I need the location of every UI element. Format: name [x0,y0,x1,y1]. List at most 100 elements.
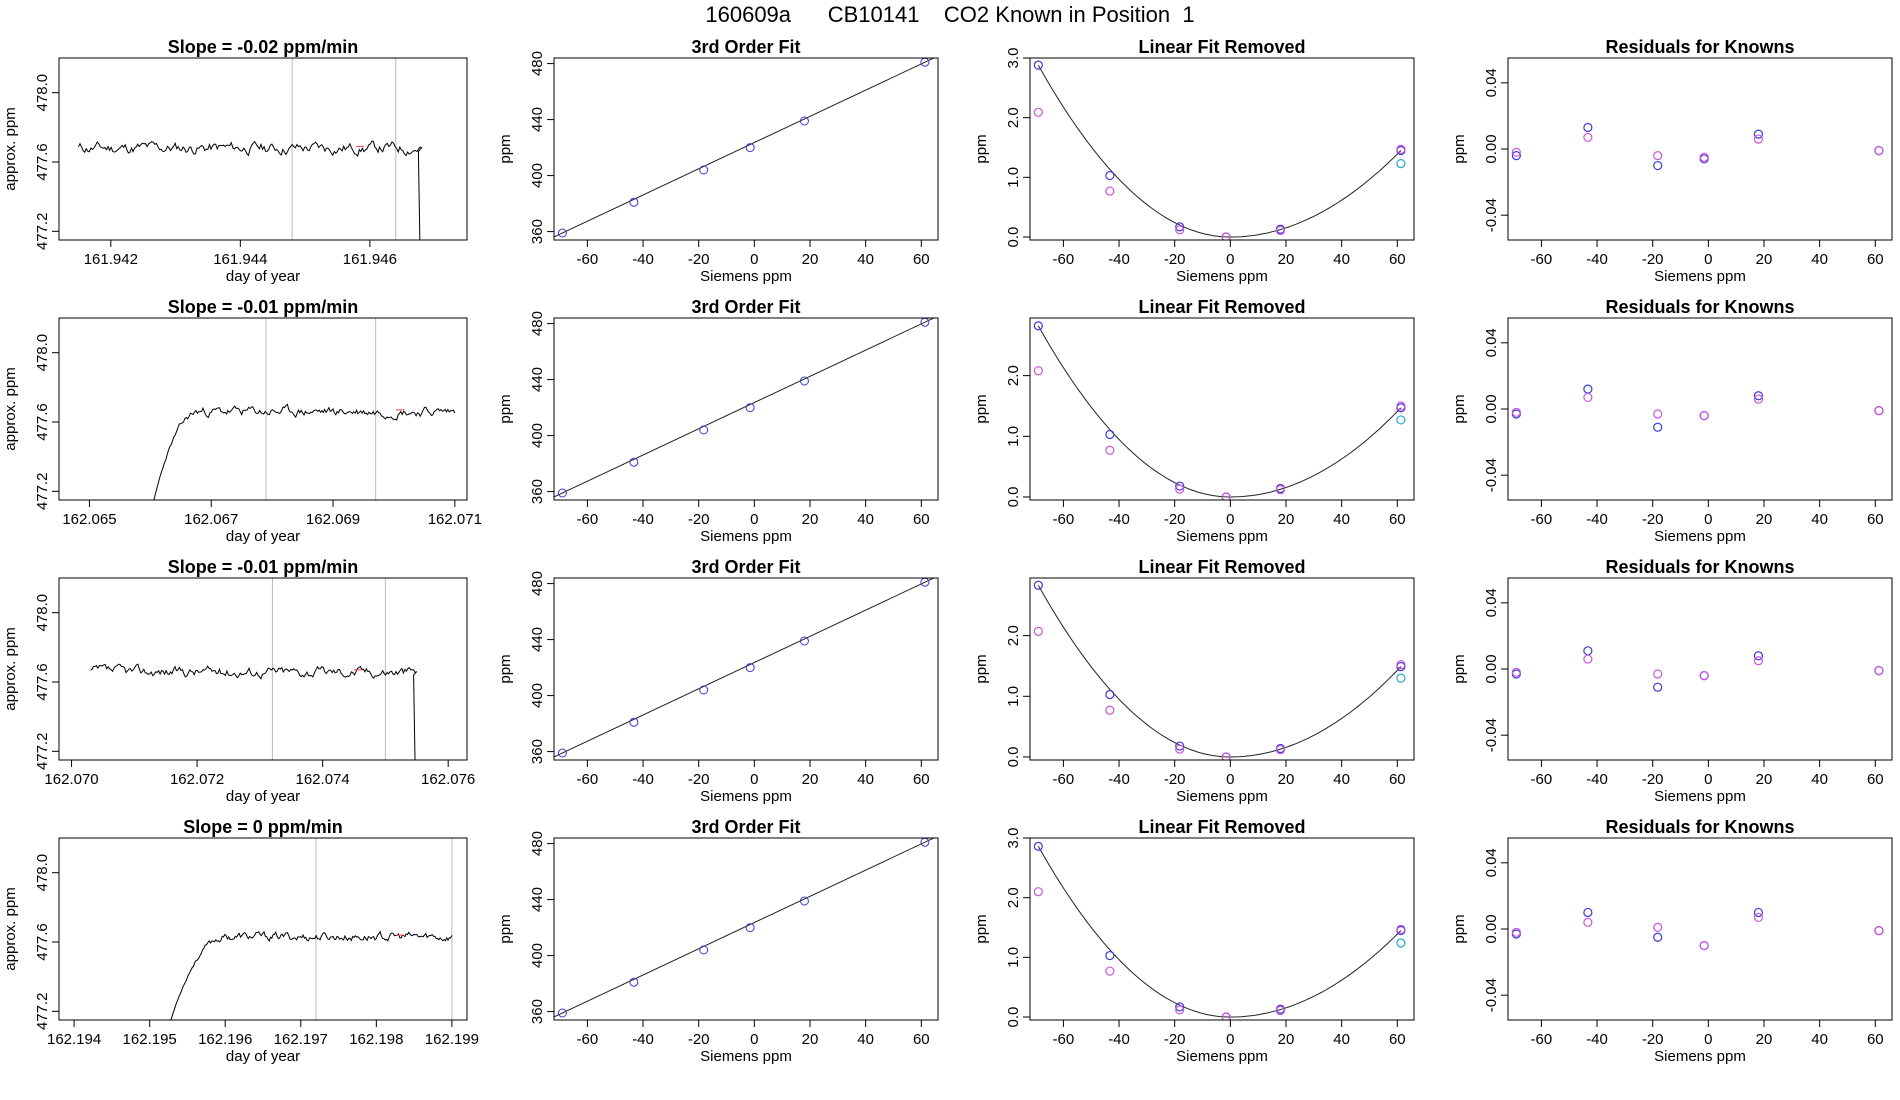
data-point [1583,654,1593,664]
panel-title: Linear Fit Removed [1138,557,1305,577]
y-tick-label: 0.0 [1005,227,1022,248]
panel-title: Slope = -0.01 ppm/min [168,297,359,317]
plot-area [1033,841,1406,1020]
main-title: 160609a CB10141 CO2 Known in Position 1 [0,2,1900,28]
data-point [1175,222,1185,232]
y-tick-label: 0.00 [1483,134,1500,163]
data-point [1396,938,1406,948]
panel-3-4: Residuals for Knowns -60 -40 -20 0 20 40 60 -0.0… [1451,557,1893,805]
x-tick-label: 162.067 [184,511,238,528]
x-tick-label: -40 [632,511,654,528]
data-point [1753,656,1764,666]
x-tick-label: 162.199 [425,1031,479,1048]
x-tick-label: -20 [1164,511,1186,528]
panel-title: 3rd Order Fit [691,297,800,317]
data-point [1699,940,1709,951]
data-point [1753,912,1764,923]
y-tick-label: 3.0 [1005,48,1022,69]
y-axis-label: approx. ppm [2,367,19,450]
x-tick-label: 20 [1278,771,1295,788]
x-tick-label: -40 [1108,771,1130,788]
x-tick-label: -20 [1642,251,1664,268]
x-tick-label: 162.072 [170,771,224,788]
data-point [745,143,755,153]
plot-frame [58,317,468,501]
y-tick-label: 440 [529,367,546,392]
plot-area [554,838,936,1018]
data-point [745,663,755,673]
data-point [1275,1005,1286,1016]
y-tick-label: 0.04 [1483,328,1500,357]
y-tick-label: 477.2 [34,733,51,771]
panel-title: Residuals for Knowns [1605,557,1794,577]
y-tick-label: 440 [529,887,546,912]
data-point [745,403,755,413]
data-point [1221,1012,1231,1020]
data-point [1511,147,1521,157]
data-point [1105,186,1115,196]
fit-curve [1037,64,1402,238]
y-tick-label: 0.00 [1483,654,1500,683]
data-point [1653,682,1663,692]
data-point [1033,321,1043,331]
panel-3-1: Slope = -0.01 ppm/min 162.070 162.072 162.0… [2,557,475,805]
x-axis-label: Siemens ppm [1654,268,1746,285]
x-tick-label: 162.070 [44,771,98,788]
panel-4-2: 3rd Order Fit -60 -40 -20 0 20 40 60 360 400 440 48… [497,817,939,1065]
fit-curve [1037,585,1402,758]
y-axis-label: approx. ppm [2,887,19,970]
y-tick-label: -0.04 [1483,458,1500,492]
data-point [1874,406,1884,416]
panel-4-1: Slope = 0 ppm/min 162.194 162.195 162.196 16… [2,817,479,1065]
x-tick-label: 60 [1389,771,1406,788]
x-tick-label: 0 [1226,1031,1234,1048]
y-tick-label: 0.0 [1005,747,1022,768]
y-tick-label: 477.6 [34,923,51,961]
panel-title: Residuals for Knowns [1605,817,1794,837]
data-point [1275,485,1286,495]
y-tick-label: 2.0 [1005,107,1022,128]
panel-1-2: 3rd Order Fit -60 -40 -20 0 20 40 60 360 400 440 48… [497,37,939,285]
data-trace [153,403,456,500]
y-axis-label: ppm [1451,914,1468,943]
data-point [1105,689,1115,700]
x-tick-label: 40 [857,1031,874,1048]
plot-frame [1029,837,1415,1021]
data-point [557,1008,567,1018]
data-point [1105,429,1115,440]
x-tick-label: 20 [802,511,819,528]
plot-area [1511,384,1884,432]
plot-area [554,318,936,498]
panel-title: Slope = 0 ppm/min [183,817,343,837]
data-point [1583,392,1593,403]
x-tick-label: 0 [750,511,758,528]
data-point [1105,966,1115,976]
x-tick-label: 60 [1867,511,1884,528]
x-tick-label: 40 [1811,1031,1828,1048]
panel-2-4: Residuals for Knowns -60 -40 -20 0 20 40 60 -0.0… [1451,297,1893,545]
plot-area [170,838,453,1020]
data-point [629,717,639,727]
data-point [1511,407,1521,417]
y-tick-label: 2.0 [1005,887,1022,908]
y-tick-label: 480 [529,311,546,336]
data-point [557,748,567,758]
data-point [1511,667,1521,677]
data-point [799,896,809,906]
x-axis-label: Siemens ppm [700,528,792,545]
y-axis-label: approx. ppm [2,107,19,190]
plot-frame [1507,57,1893,241]
data-point [1874,666,1884,676]
data-point [1753,651,1764,661]
panel-2-2: 3rd Order Fit -60 -40 -20 0 20 40 60 360 400 440 48… [497,297,939,545]
y-tick-label: 400 [529,163,546,188]
y-tick-label: 477.6 [34,143,51,181]
data-point [1396,159,1406,169]
data-point [1653,922,1663,932]
x-tick-label: -40 [1108,251,1130,268]
y-tick-label: 400 [529,683,546,708]
x-tick-label: 60 [1389,511,1406,528]
y-axis-label: ppm [1451,134,1468,163]
data-point [1653,422,1663,432]
panel-3-3: Linear Fit Removed -60 -40 -20 0 20 40 60 0.0 1.0… [973,557,1415,805]
